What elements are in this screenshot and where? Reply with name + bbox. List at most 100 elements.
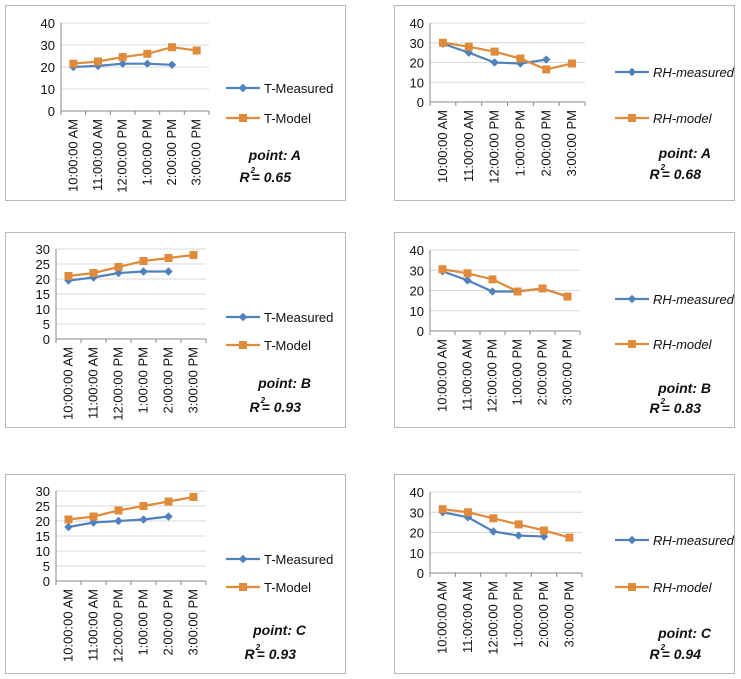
y-tick-label: 0 xyxy=(43,332,50,347)
y-tick-label: 10 xyxy=(410,75,424,90)
y-tick-label: 30 xyxy=(410,263,424,278)
data-point xyxy=(542,55,551,64)
y-tick-label: 20 xyxy=(41,60,55,75)
data-point xyxy=(164,497,173,506)
data-point xyxy=(463,276,472,285)
data-point xyxy=(118,59,127,68)
x-tick-label: 12:00:00 PM xyxy=(115,119,130,193)
x-tick-label: 2:00:00 PM xyxy=(538,110,553,177)
x-tick-label: 11:00:00 AM xyxy=(86,589,101,661)
y-tick-label: 15 xyxy=(36,287,50,302)
series-line xyxy=(73,46,197,65)
data-point xyxy=(189,493,198,501)
x-tick-label: 10:00:00 AM xyxy=(61,589,76,662)
data-point xyxy=(164,512,173,521)
legend-swatch-marker xyxy=(627,535,637,545)
data-point xyxy=(89,512,98,521)
data-point xyxy=(139,257,148,265)
x-tick-label: 10:00:00 AM xyxy=(61,347,76,420)
legend-swatch-marker xyxy=(238,312,248,322)
x-tick-label: 3:00:00 PM xyxy=(561,581,576,648)
y-tick-label: 5 xyxy=(43,559,50,574)
y-tick-label: 20 xyxy=(410,526,424,541)
y-tick-label: 10 xyxy=(410,546,424,561)
y-tick-label: 10 xyxy=(36,302,50,317)
r-squared-value: = 0.65 xyxy=(252,169,292,185)
y-tick-label: 25 xyxy=(36,499,50,514)
chart-panel-rh-point-b: 0 10 20 30 40 10:00:00 AM 11:00:00 AM 12:00:00 … xyxy=(394,232,735,428)
x-tick-label: 1:00:00 PM xyxy=(136,347,151,414)
chart-panel-rh-point-c: 0 10 20 30 40 10:00:00 AM 11:00:00 AM 12:00:00 … xyxy=(394,474,735,674)
legend-label: RH-model xyxy=(653,111,713,126)
x-tick-label: 11:00:00 AM xyxy=(86,347,101,419)
data-point xyxy=(114,516,123,526)
legend-label: RH-model xyxy=(653,337,713,352)
legend-label: RH-model xyxy=(653,580,713,595)
r-squared-superscript: 2 xyxy=(260,396,266,405)
x-tick-label: 12:00:00 PM xyxy=(111,589,126,663)
r-squared-symbol: R xyxy=(250,399,261,415)
series-line xyxy=(442,41,573,71)
data-point xyxy=(89,518,98,527)
r-squared-symbol: R xyxy=(240,169,251,185)
data-point xyxy=(488,275,497,284)
y-tick-label: 20 xyxy=(410,56,424,71)
data-point xyxy=(64,522,73,532)
data-point xyxy=(464,42,473,51)
data-point xyxy=(168,43,176,52)
data-point xyxy=(143,59,152,68)
data-point xyxy=(64,272,73,280)
r-squared-value: = 0.94 xyxy=(662,646,702,662)
data-point xyxy=(514,520,523,529)
legend-label: T-Measured xyxy=(264,81,333,96)
y-tick-label: 40 xyxy=(410,16,424,31)
data-point xyxy=(488,287,497,296)
data-point xyxy=(139,515,148,524)
y-tick-label: 30 xyxy=(410,505,424,520)
data-point xyxy=(94,57,102,66)
data-point xyxy=(164,254,173,262)
y-tick-label: 0 xyxy=(43,574,50,589)
r-squared-symbol: R xyxy=(650,166,661,182)
chart-panel-t-point-c: 0 5 10 15 20 25 30 10:00:00 AM 11:00:00 AM 12:00:… xyxy=(5,474,346,674)
data-point xyxy=(464,48,473,57)
x-tick-label: 2:00:00 PM xyxy=(535,339,550,406)
data-point xyxy=(516,54,525,63)
x-tick-label: 3:00:00 PM xyxy=(560,339,575,406)
legend-swatch-marker xyxy=(239,583,247,591)
data-point xyxy=(89,273,98,282)
data-point xyxy=(463,269,472,278)
data-point xyxy=(139,267,148,276)
data-point xyxy=(114,506,123,515)
x-tick-label: 11:00:00 AM xyxy=(461,110,476,182)
x-tick-label: 10:00:00 AM xyxy=(435,110,450,183)
legend-swatch-marker xyxy=(628,583,636,591)
x-tick-label: 2:00:00 PM xyxy=(164,119,179,186)
r-squared-value: = 0.93 xyxy=(257,646,297,662)
r-squared-superscript: 2 xyxy=(250,166,256,175)
chart-svg: 0 10 20 30 40 10:00:00 AM 11:00:00 AM 12:00:00 … xyxy=(410,243,735,416)
legend-label: T-Model xyxy=(264,580,311,595)
x-tick-label: 2:00:00 PM xyxy=(161,347,176,414)
data-point xyxy=(189,251,198,259)
data-point xyxy=(490,47,499,56)
r-squared-symbol: R xyxy=(650,400,661,416)
y-tick-label: 15 xyxy=(36,529,50,544)
point-label: point: A xyxy=(248,147,301,163)
data-point xyxy=(464,508,472,517)
r-squared-superscript: 2 xyxy=(660,643,666,652)
x-tick-label: 2:00:00 PM xyxy=(536,581,551,648)
data-point xyxy=(167,60,177,69)
y-tick-label: 10 xyxy=(36,544,50,559)
y-tick-label: 0 xyxy=(417,566,424,581)
y-tick-label: 30 xyxy=(41,38,55,53)
legend-swatch-marker xyxy=(239,114,247,122)
data-point xyxy=(114,268,123,278)
x-tick-label: 3:00:00 PM xyxy=(186,347,201,414)
x-tick-label: 1:00:00 PM xyxy=(512,110,527,177)
point-label: point: C xyxy=(657,625,712,641)
y-tick-label: 0 xyxy=(417,324,424,339)
legend-swatch-marker xyxy=(628,114,636,122)
y-tick-label: 25 xyxy=(36,257,50,272)
